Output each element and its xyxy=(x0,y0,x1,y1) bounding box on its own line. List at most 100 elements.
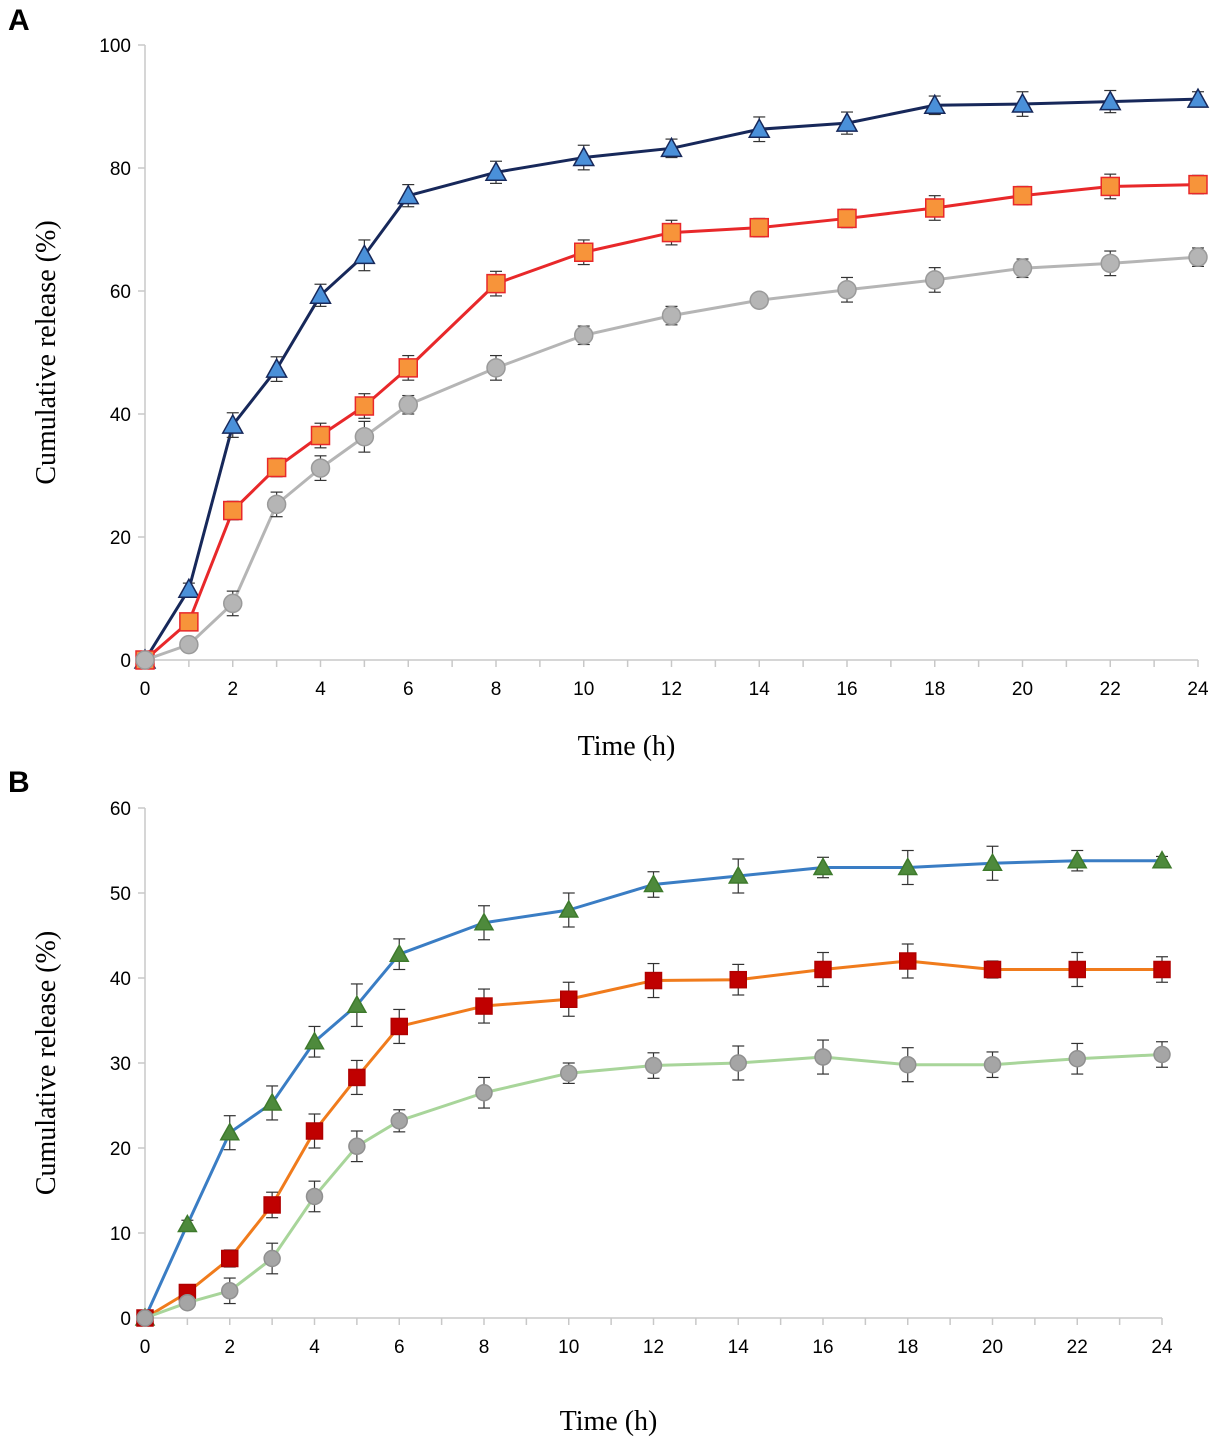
panel-a-x-tick-label: 10 xyxy=(573,679,594,700)
panel-a-circle-series-point xyxy=(574,325,594,346)
panel-b-circle-series-point xyxy=(1068,1050,1086,1068)
panel-b-x-tick-label: 8 xyxy=(479,1337,490,1358)
panel-a-y-tick-label: 20 xyxy=(110,528,131,549)
panel-a-square-series-point xyxy=(574,242,594,263)
panel-a-circle-series-point xyxy=(661,305,682,326)
panel-b-x-tick-label: 6 xyxy=(394,1337,405,1358)
panel-a-circle-series-point xyxy=(486,358,506,378)
panel-a-triangle-series-point xyxy=(747,117,771,139)
panel-b-y-axis-title: Cumulative release (%) xyxy=(31,931,62,1195)
panel-b-circle-series-point xyxy=(814,1048,832,1066)
panel-b-x-tick-label: 16 xyxy=(812,1337,833,1358)
panel-a-square-series-point xyxy=(398,358,418,378)
panel-b-triangle-series xyxy=(134,845,1173,1326)
panel-b-square-series-point xyxy=(899,952,917,970)
panel-b-circle-series-point xyxy=(136,1309,154,1327)
panel-a-triangle-series-point xyxy=(835,111,859,132)
panel-a-square-series xyxy=(135,173,1208,670)
panel-b-circle-series-point xyxy=(983,1055,1002,1074)
panel-a-circle-series-point xyxy=(1100,253,1120,274)
panel-a-square-series-point xyxy=(354,396,375,416)
panel-a-y-tick-label: 0 xyxy=(120,651,131,672)
panel-a-triangle-series-point xyxy=(484,160,508,182)
panel-b-triangle-series-point xyxy=(897,856,919,876)
panel-b-circle-series-point xyxy=(305,1187,324,1206)
panel-b-circle-series-point xyxy=(560,1064,578,1082)
panel-a-circle-series-point xyxy=(398,395,418,415)
panel-a-x-axis-title: Time (h) xyxy=(578,731,676,762)
panel-a-circle-series-point xyxy=(837,280,857,300)
panel-b-square-series-point xyxy=(263,1196,281,1214)
panel-a-triangle-series-point xyxy=(353,243,376,265)
panel-b-circle-series-point xyxy=(1153,1045,1171,1064)
panel-b-y-tick-label: 30 xyxy=(110,1054,131,1075)
panel-b-label: B xyxy=(8,766,30,799)
panel-b-triangle-series-point xyxy=(1151,850,1173,869)
panel-a-x-tick-label: 4 xyxy=(315,679,326,700)
panel-a-circle-series-point xyxy=(179,634,199,655)
panel-b-y-tick-label: 20 xyxy=(110,1139,131,1160)
panel-b-circle-series-line xyxy=(144,1053,1163,1320)
panel-a-x-tick-label: 12 xyxy=(661,679,682,700)
panel-a-triangle-series-point xyxy=(572,146,596,167)
panel-b-x-tick-label: 24 xyxy=(1151,1337,1173,1358)
panel-a-y-axis-title: Cumulative release (%) xyxy=(31,220,62,484)
panel-a-y-tick-label: 100 xyxy=(99,36,131,57)
panel-b-triangle-series-point xyxy=(982,852,1003,871)
panel-b-x-tick-label: 4 xyxy=(309,1337,320,1358)
panel-b-y-tick-label: 60 xyxy=(110,799,131,820)
panel-a-x-tick-label: 0 xyxy=(140,679,151,700)
panel-b-x-tick-label: 20 xyxy=(982,1337,1003,1358)
panel-a-triangle-series-point xyxy=(1098,90,1122,111)
panel-a-triangle-series-point xyxy=(1186,87,1210,108)
panel-a-triangle-series-point xyxy=(923,93,947,115)
panel-b-square-series-line xyxy=(144,959,1162,1320)
panel-b-square-series-point xyxy=(814,960,832,979)
panel-a-triangle-series-point xyxy=(396,184,420,205)
panel-a-square-series-point xyxy=(1012,185,1033,206)
panel-a-x-tick-label: 16 xyxy=(836,679,857,700)
panel-b-x-tick-label: 18 xyxy=(897,1337,918,1358)
panel-b-x-tick-label: 0 xyxy=(140,1337,151,1358)
panel-b-square-series xyxy=(136,943,1171,1327)
panel-a-triangle-series-point xyxy=(309,283,332,305)
panel-b-x-tick-label: 10 xyxy=(558,1337,579,1358)
panel-a-square-series-point xyxy=(837,208,857,229)
panel-b-square-series-point xyxy=(390,1017,408,1036)
panel-b-triangle-series-point xyxy=(473,912,495,931)
panel-b-triangle-series-point xyxy=(219,1122,241,1141)
panel-a-circle-series-point xyxy=(354,427,375,447)
panel-b-circle-series-point xyxy=(475,1084,493,1102)
panel-b-square-series-point xyxy=(305,1122,324,1140)
panel-a-square-series-point xyxy=(661,222,682,243)
panel-b-square-series-point xyxy=(560,990,578,1008)
panel-a-y-tick-label: 60 xyxy=(110,282,131,303)
panel-a-triangle-series-point xyxy=(660,136,683,158)
panel-b-triangle-series-point xyxy=(1066,850,1088,869)
panel-a-square-series-point xyxy=(223,500,243,521)
panel-a-circle-series-point xyxy=(1188,247,1208,267)
panel-b-triangle-series-point xyxy=(388,943,410,962)
panel-b-square-series-point xyxy=(221,1249,239,1268)
panel-a-x-tick-label: 6 xyxy=(403,679,414,700)
panel-b-y-tick-label: 40 xyxy=(110,969,131,990)
panel-b-x-tick-label: 2 xyxy=(224,1337,235,1358)
panel-a-square-series-point xyxy=(310,425,331,446)
panel-b-circle-series-point xyxy=(390,1112,408,1130)
panel-a-square-series-point xyxy=(179,612,199,632)
panel-a-x-tick-label: 24 xyxy=(1187,679,1209,700)
panel-b-triangle-series-point xyxy=(261,1092,283,1111)
panel-a-label: A xyxy=(8,4,30,37)
panel-b-triangle-series-point xyxy=(727,865,749,884)
panel-a-circle-series-point xyxy=(135,650,155,670)
panel-b-circle-series-point xyxy=(899,1055,917,1074)
panel-a-circle-series-point xyxy=(749,290,769,310)
panel-b-triangle-series-line xyxy=(143,859,1162,1319)
panel-b-y-tick-label: 0 xyxy=(120,1309,131,1330)
panel-b-x-tick-label: 22 xyxy=(1067,1337,1088,1358)
panel-b-triangle-series-point xyxy=(643,873,664,893)
panel-b-circle-series-point xyxy=(348,1137,366,1156)
panel-b-triangle-series-point xyxy=(304,1031,325,1050)
panel-a-square-series-point xyxy=(1100,176,1120,197)
